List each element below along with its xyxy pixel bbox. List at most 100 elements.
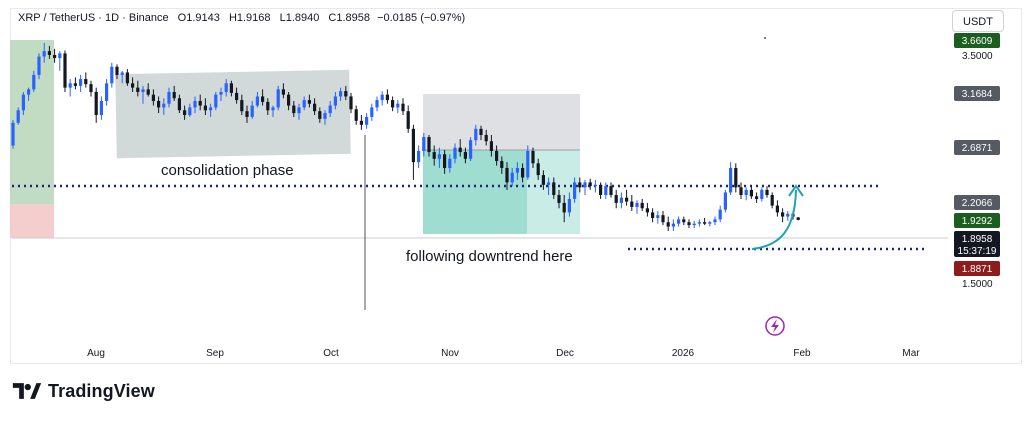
candle[interactable] [723, 189, 727, 213]
candle[interactable] [474, 124, 478, 146]
candle[interactable] [697, 219, 701, 227]
candle[interactable] [255, 91, 259, 108]
candle[interactable] [375, 96, 379, 112]
candle[interactable] [645, 202, 649, 217]
candle[interactable] [359, 115, 363, 130]
candle[interactable] [495, 145, 499, 166]
candle[interactable] [583, 179, 587, 196]
candle[interactable] [765, 186, 769, 198]
candle[interactable] [365, 113, 369, 129]
candle[interactable] [463, 147, 467, 164]
candle[interactable] [588, 178, 592, 190]
candle[interactable] [141, 85, 145, 104]
lightning-icon[interactable] [765, 316, 785, 336]
candle[interactable] [183, 105, 187, 120]
price-badge[interactable]: 3.6609 [954, 33, 1000, 48]
candle[interactable] [120, 70, 124, 84]
candle[interactable] [385, 89, 389, 104]
candle[interactable] [261, 89, 265, 106]
candle[interactable] [209, 103, 213, 117]
candle[interactable] [630, 195, 634, 212]
candle[interactable] [796, 217, 800, 221]
candle[interactable] [562, 195, 566, 223]
candle[interactable] [94, 87, 98, 123]
candle[interactable] [505, 162, 509, 190]
candle[interactable] [89, 80, 93, 97]
candle[interactable] [401, 98, 405, 116]
candle[interactable] [729, 162, 733, 196]
candle[interactable] [287, 91, 291, 111]
candle[interactable] [781, 208, 785, 223]
candle[interactable] [547, 177, 551, 196]
candle[interactable] [687, 219, 691, 229]
candle[interactable] [682, 216, 686, 226]
candle[interactable] [739, 182, 743, 199]
candle[interactable] [760, 187, 764, 202]
candle[interactable] [250, 100, 254, 119]
candle[interactable] [313, 98, 317, 116]
candle[interactable] [458, 139, 462, 157]
candle[interactable] [661, 211, 665, 226]
projection-arrow[interactable] [751, 189, 797, 250]
candle[interactable] [245, 105, 249, 123]
candle[interactable] [370, 103, 374, 121]
candle[interactable] [703, 217, 707, 226]
candle[interactable] [328, 100, 332, 117]
candle[interactable] [671, 219, 675, 231]
candle[interactable] [157, 96, 161, 114]
candle[interactable] [323, 110, 327, 125]
candle[interactable] [578, 177, 582, 193]
candle[interactable] [84, 72, 88, 88]
candle[interactable] [99, 96, 103, 120]
time-axis[interactable]: Aug Sep Oct Nov Dec 2026 Feb Mar [87, 348, 920, 359]
candle[interactable] [619, 192, 623, 209]
candle[interactable] [411, 124, 415, 180]
candle[interactable] [240, 94, 244, 116]
candle[interactable] [162, 98, 166, 116]
candle[interactable] [115, 64, 119, 80]
candle[interactable] [484, 129, 488, 146]
candle[interactable] [775, 200, 779, 217]
candle[interactable] [203, 98, 207, 116]
candle[interactable] [42, 42, 46, 63]
candle[interactable] [510, 167, 514, 187]
candle[interactable] [531, 147, 535, 168]
candle[interactable] [281, 83, 285, 99]
candle[interactable] [656, 211, 660, 224]
candle[interactable] [614, 189, 618, 209]
candle[interactable] [469, 137, 473, 162]
candle[interactable] [27, 87, 31, 101]
candle[interactable] [437, 147, 441, 168]
candle[interactable] [417, 145, 421, 168]
candle[interactable] [500, 156, 504, 174]
candle[interactable] [734, 163, 738, 193]
candle[interactable] [302, 96, 306, 111]
candle[interactable] [79, 74, 83, 92]
candle[interactable] [318, 107, 322, 123]
candle[interactable] [224, 79, 228, 97]
candle[interactable] [677, 216, 681, 227]
candle[interactable] [443, 149, 447, 174]
candle[interactable] [68, 79, 72, 97]
candle[interactable] [63, 50, 67, 92]
candle[interactable] [666, 216, 670, 231]
candle[interactable] [349, 92, 353, 114]
candle[interactable] [640, 198, 644, 212]
candle[interactable] [786, 211, 790, 221]
candle[interactable] [604, 182, 608, 199]
candle[interactable] [58, 51, 62, 71]
candle[interactable] [526, 145, 530, 180]
candle[interactable] [396, 100, 400, 114]
price-badge[interactable]: 2.6871 [954, 140, 1000, 155]
candle[interactable] [609, 182, 613, 198]
candle[interactable] [193, 96, 197, 114]
candle[interactable] [448, 154, 452, 173]
candle[interactable] [625, 189, 629, 206]
symbol-label[interactable]: XRP / TetherUS · 1D · Binance [18, 12, 169, 24]
candle[interactable] [755, 192, 759, 203]
candle[interactable] [276, 85, 280, 111]
candle[interactable] [297, 103, 301, 120]
candle[interactable] [172, 85, 176, 101]
candle[interactable] [344, 85, 348, 101]
